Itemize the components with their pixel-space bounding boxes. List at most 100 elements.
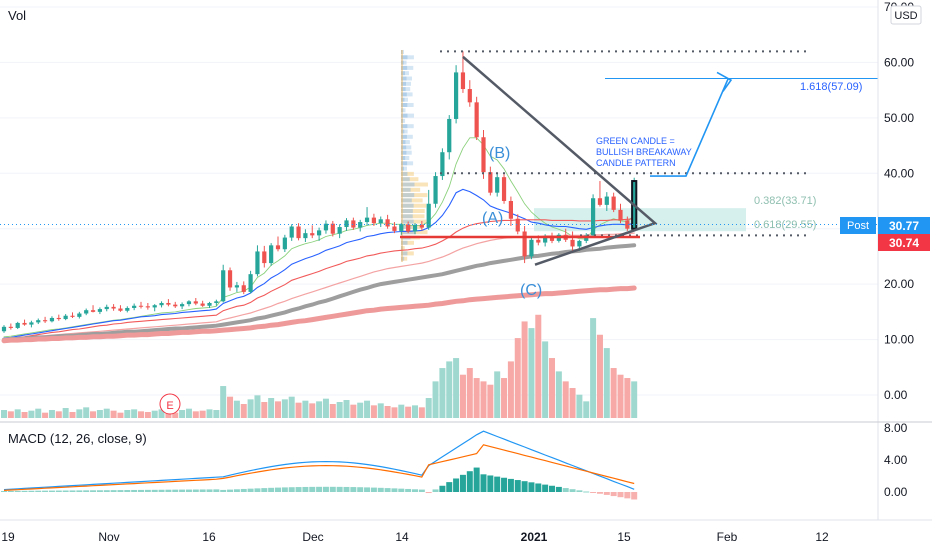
- macd-histogram-bar: [336, 486, 343, 492]
- macd-histogram-bar: [514, 480, 521, 492]
- wave-c-label: (C): [520, 282, 542, 299]
- volume-profile-bar: [401, 182, 415, 187]
- macd-histogram-bar: [377, 487, 384, 492]
- volume-bar: [261, 402, 268, 418]
- candle-body: [495, 177, 500, 193]
- candle-body: [474, 102, 479, 138]
- volume-bar: [576, 394, 583, 418]
- macd-histogram-bar: [199, 489, 206, 492]
- candle-body: [399, 224, 404, 231]
- volume-profile-bar: [401, 219, 414, 224]
- volume-bar: [151, 410, 158, 418]
- time-axis[interactable]: 19 Nov 16 Dec 14 2021 15 Feb 12: [1, 530, 829, 544]
- volume-profile-bar: [401, 103, 408, 107]
- candle-body: [97, 309, 102, 312]
- volume-profile-bar: [401, 203, 414, 208]
- candle-body: [104, 306, 109, 310]
- candle-body: [200, 303, 205, 306]
- volume-bar: [7, 411, 14, 418]
- macd-histogram-bar: [364, 487, 371, 492]
- currency-badge[interactable]: USD: [890, 5, 922, 25]
- macd-histogram-bar: [535, 483, 542, 492]
- volume-profile-bar: [401, 103, 414, 107]
- candle-body: [118, 308, 123, 311]
- moving-average-line: [3, 218, 635, 340]
- candle-body: [282, 237, 287, 250]
- volume-bar: [21, 412, 28, 418]
- volume-bar: [96, 410, 103, 418]
- candle-body: [515, 218, 520, 232]
- volume-bar: [144, 412, 151, 418]
- macd-histogram-bar: [165, 489, 172, 492]
- candle-body: [125, 307, 130, 311]
- macd-histogram-bar: [418, 489, 425, 492]
- candle-body: [152, 305, 157, 308]
- candle-body: [625, 220, 630, 229]
- price-tick-label: 20.00: [884, 277, 914, 291]
- volume-bar: [521, 321, 528, 418]
- macd-histogram-bar: [185, 489, 192, 492]
- candle-body: [385, 219, 390, 227]
- candle-body: [15, 322, 20, 328]
- earnings-marker[interactable]: E: [159, 393, 181, 415]
- candle-body: [145, 306, 150, 308]
- volume-bar: [329, 404, 336, 418]
- volume-profile-bar: [401, 230, 415, 235]
- volume-bar: [446, 361, 453, 418]
- volume-bar: [254, 395, 261, 418]
- volume-bar: [90, 411, 97, 418]
- volume-profile-bar: [401, 209, 413, 213]
- macd-histogram-bar: [617, 492, 624, 498]
- candle-body: [289, 226, 294, 238]
- time-tick-label: 14: [395, 530, 409, 544]
- candle-body: [577, 240, 582, 247]
- candle-body: [275, 245, 281, 250]
- volume-profile-bar: [401, 124, 414, 129]
- wave-a-label: (A): [482, 210, 503, 227]
- candle-body: [392, 226, 397, 231]
- candle-body: [317, 230, 322, 236]
- macd-axis[interactable]: 8.00 4.00 0.00: [884, 421, 908, 499]
- candle-body: [454, 72, 459, 119]
- macd-pane: [1, 430, 638, 500]
- macd-histogram-bar: [309, 486, 316, 492]
- volume-bar: [569, 388, 576, 418]
- volume-profile-bar: [401, 113, 408, 118]
- volume-bar: [473, 378, 480, 418]
- volume-bar: [124, 410, 131, 418]
- candle-body: [522, 231, 527, 257]
- candle-body: [269, 245, 274, 264]
- volume-bar: [165, 411, 172, 418]
- candle-body: [77, 313, 82, 317]
- price-tick-label: 40.00: [884, 166, 914, 180]
- volume-bar: [316, 401, 323, 418]
- post-badge-label: Post: [847, 220, 869, 232]
- volume-bars: [1, 314, 638, 418]
- volume-profile-bar: [401, 156, 406, 160]
- macd-histogram-bar: [302, 486, 309, 492]
- candle-body: [22, 322, 27, 325]
- volume-bar: [199, 410, 206, 418]
- candle-body: [193, 301, 198, 304]
- macd-histogram-bar: [55, 490, 62, 492]
- volume-bar: [590, 318, 597, 418]
- candle-body: [529, 239, 534, 257]
- note-line-1: GREEN CANDLE =: [596, 136, 675, 146]
- volume-bar: [364, 400, 371, 418]
- volume-bar: [631, 381, 638, 418]
- volume-profile-bar: [401, 71, 405, 76]
- volume-bar: [42, 412, 49, 418]
- volume-bar: [213, 410, 220, 418]
- macd-histogram-bar: [316, 486, 323, 492]
- time-tick-label: Nov: [98, 530, 119, 544]
- candle-body: [227, 270, 233, 288]
- macd-histogram-bar: [151, 489, 158, 492]
- volume-bar: [377, 403, 384, 418]
- wedge-triangle: [462, 55, 658, 266]
- volume-bar: [583, 401, 590, 418]
- candle-body: [70, 315, 75, 317]
- volume-bar: [62, 408, 69, 418]
- macd-histogram-bar: [96, 490, 103, 492]
